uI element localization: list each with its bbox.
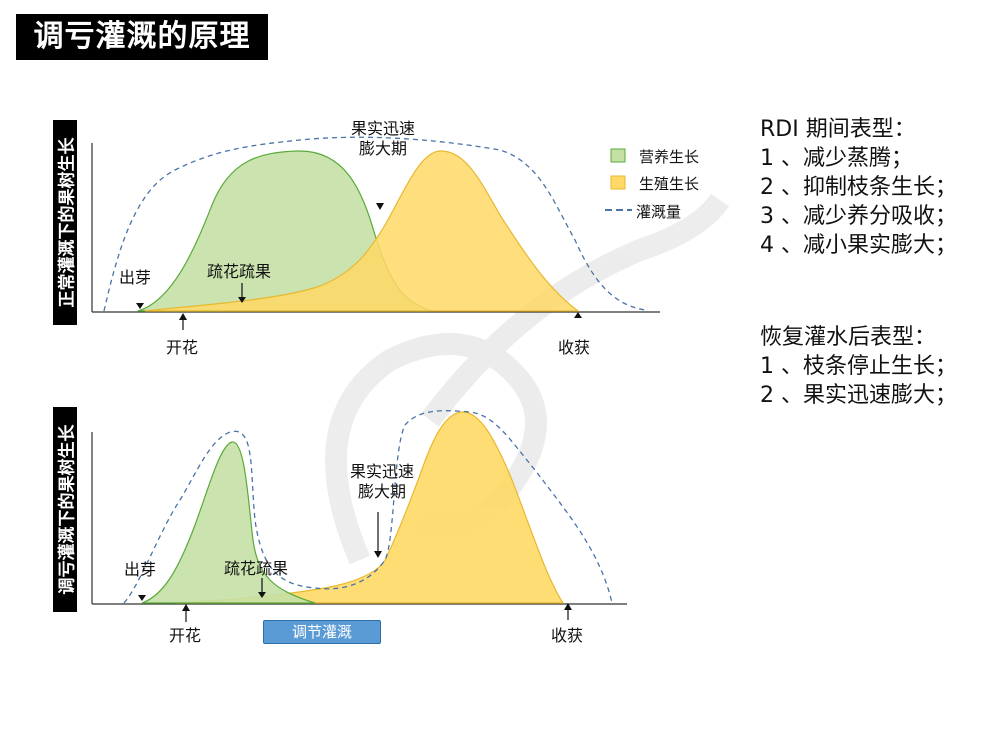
recovery-heading: 恢复灌水后表型： (760, 325, 937, 350)
bottom-fruit-arrow-head (374, 551, 382, 558)
top-sprout-label: 出芽 (119, 268, 152, 287)
bottom-harvest-arrow-head (564, 603, 572, 610)
bottom-fruit-expand-label: 果实迅速 膨大期 (349, 462, 414, 501)
bottom-sprout-label: 出芽 (124, 560, 157, 579)
bottom-reproductive-area (174, 411, 565, 604)
top-reproductive-area (144, 150, 580, 312)
bottom-bloom-label: 开花 (169, 626, 202, 645)
rdi-phenotype-list: RDI 期间表型： 1 、减少蒸腾； 2 、抑制枝条生长； 3 、减少养分吸收；… (760, 115, 957, 260)
bottom-irrigation-line (123, 410, 613, 604)
rdi-heading: RDI 期间表型： (760, 117, 916, 142)
top-harvest-label: 收获 (558, 338, 591, 357)
rdi-item: 2 、抑制枝条生长； (760, 175, 957, 200)
top-bloom-label: 开花 (166, 338, 199, 357)
rdi-item: 1 、减少蒸腾； (760, 146, 913, 171)
legend-reproductive-swatch (610, 175, 626, 190)
recovery-item: 2 、果实迅速膨大； (760, 383, 957, 408)
top-bloom-arrow-head (179, 313, 187, 320)
bottom-harvest-label: 收获 (551, 626, 584, 645)
bottom-vegetative-area (141, 441, 316, 604)
top-panel-ylabel: 正常灌溉下的果树生长 (53, 120, 78, 325)
regulate-irrigation-button[interactable]: 调节灌溉 (263, 620, 381, 644)
page-title: 调亏灌溉的原理 (16, 14, 268, 60)
legend-vegetative-swatch (610, 148, 626, 163)
legend-irrigation-label: 灌溉量 (636, 203, 682, 221)
recovery-item: 1 、枝条停止生长； (760, 354, 957, 379)
top-irrigation-line (103, 136, 646, 312)
legend-vegetative-label: 营养生长 (639, 148, 700, 166)
bottom-bloom-arrow-head (182, 604, 190, 611)
top-fruit-arrow (376, 203, 384, 210)
rdi-item: 3 、减少养分吸收； (760, 204, 957, 229)
top-harvest-arrow (574, 312, 582, 318)
bottom-sprout-arrow (138, 595, 146, 601)
rdi-item: 4 、减小果实膨大； (760, 233, 957, 258)
bottom-thin-label: 疏花疏果 (224, 559, 289, 578)
recovery-phenotype-list: 恢复灌水后表型： 1 、枝条停止生长； 2 、果实迅速膨大； (760, 323, 957, 410)
legend-reproductive-label: 生殖生长 (639, 175, 700, 193)
bottom-panel-ylabel: 调亏灌溉下的果树生长 (53, 407, 78, 612)
bottom-thin-arrow-head (258, 592, 266, 598)
top-fruit-expand-label: 果实迅速 膨大期 (350, 119, 415, 158)
top-thin-arrow-head (238, 297, 246, 303)
top-thin-label: 疏花疏果 (207, 262, 272, 281)
top-sprout-arrow (136, 303, 144, 309)
